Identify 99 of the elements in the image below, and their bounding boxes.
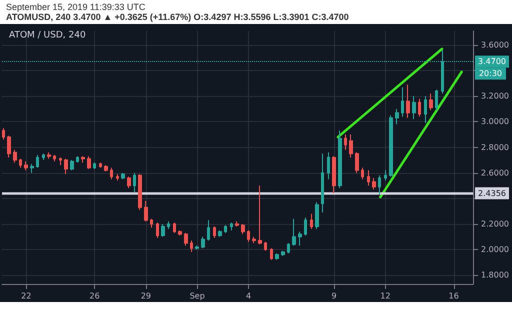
- x-tick-label: 9: [332, 292, 337, 300]
- candlestick: [367, 170, 370, 186]
- candlestick: [355, 152, 359, 174]
- candlestick: [59, 157, 62, 166]
- candlestick: [247, 230, 250, 242]
- candlestick: [298, 231, 302, 246]
- candlestick: [241, 223, 245, 235]
- x-tick-label: 4: [246, 292, 252, 300]
- candlestick: [412, 96, 416, 120]
- candlestick: [235, 220, 239, 227]
- candlestick: [161, 223, 165, 238]
- candlestick: [47, 152, 51, 160]
- candlestick: [76, 156, 79, 164]
- candlestick: [281, 250, 285, 256]
- candlestick: [201, 236, 205, 249]
- x-tick-label: 26: [90, 292, 100, 300]
- candlestick: [338, 130, 342, 189]
- candlestick: [207, 220, 210, 242]
- candlestick: [213, 226, 216, 238]
- candlestick: [406, 84, 410, 118]
- candlestick: [332, 156, 336, 194]
- candlestick: [230, 222, 233, 231]
- candlestick: [64, 158, 68, 175]
- candlestick: [133, 172, 136, 192]
- candlestick: [70, 160, 74, 171]
- x-tick-label: 16: [448, 292, 459, 300]
- candlestick: [42, 153, 45, 161]
- candlestick: [144, 200, 148, 222]
- y-tick-label: 2.2000: [481, 219, 510, 228]
- candlestick: [19, 158, 22, 168]
- candlestick: [150, 218, 153, 228]
- candlestick: [224, 224, 227, 234]
- y-tick-label: 2.0000: [481, 245, 510, 254]
- candlestick: [173, 222, 176, 234]
- candlestick: [195, 245, 199, 250]
- candlestick: [81, 156, 85, 164]
- candlestick: [287, 242, 290, 254]
- candlestick: [264, 241, 267, 252]
- candlestick: [252, 236, 256, 244]
- candlestick: [36, 154, 39, 168]
- candlestick: [138, 174, 142, 210]
- candlestick: [190, 240, 193, 253]
- x-tick-label: Sep: [190, 292, 205, 300]
- candlestick: [321, 153, 324, 213]
- candlestick: [167, 220, 170, 230]
- candlestick: [116, 174, 119, 181]
- candlestick: [395, 108, 399, 125]
- chart-subtitle: September 15, 2019 11:39:33 UTC: [6, 2, 146, 12]
- text: ATOMUSD, 240 3.4700 ▲ +0.3625 (+11.67%) O:3.4297 H:3.5596 L:3.3901 C:3.4700: [6, 12, 349, 22]
- candlestick: [258, 185, 262, 245]
- candlestick: [389, 114, 393, 178]
- candlestick: [270, 248, 273, 260]
- candlestick: [127, 176, 131, 189]
- candlestick: [435, 89, 438, 111]
- candlestick: [156, 222, 159, 238]
- text: 20:30: [478, 69, 502, 78]
- candlestick: [401, 86, 404, 118]
- candlestick: [275, 252, 279, 260]
- candlestick: [424, 96, 427, 124]
- candlestick: [30, 163, 34, 174]
- candlestick: [53, 154, 56, 162]
- candlestick: [429, 93, 433, 111]
- candlestick: [99, 162, 102, 168]
- candlestick: [372, 177, 376, 190]
- candlestick: [292, 218, 296, 246]
- y-tick-label: 2.6000: [481, 168, 510, 178]
- candlestick: [344, 134, 347, 150]
- candlestick: [24, 160, 28, 171]
- candlestick: [349, 134, 353, 158]
- candlestick: [7, 135, 11, 158]
- candlestick: [87, 156, 91, 170]
- candlestick: [110, 167, 113, 180]
- x-tick-label: 12: [380, 292, 390, 300]
- candlestick: [13, 149, 17, 164]
- candlestick: [384, 170, 387, 181]
- candlestick: [218, 230, 222, 238]
- y-tick-label: 3.2000: [481, 92, 510, 101]
- candlestick: [310, 213, 313, 230]
- candlestick: [418, 98, 421, 118]
- ref-line-label: 2.4356: [478, 188, 506, 198]
- y-tick-label: 1.8000: [481, 270, 510, 280]
- chart-title: ATOM / USD, 240: [9, 30, 86, 40]
- x-tick-label: 29: [140, 292, 152, 300]
- y-tick-label: 2.8000: [481, 142, 510, 152]
- candlestick: [184, 232, 188, 246]
- candlestick: [361, 167, 364, 180]
- candlestick: [2, 128, 5, 140]
- candlestick: [378, 174, 381, 196]
- candlestick: [327, 152, 330, 180]
- candlestick: [304, 217, 307, 236]
- candlestick: [93, 162, 96, 170]
- x-tick-label: 22: [21, 292, 32, 300]
- candlestick: [178, 230, 182, 236]
- y-tick-label: 3.6000: [481, 40, 510, 50]
- candlestick: [104, 164, 108, 172]
- candlestick: [315, 202, 319, 230]
- candlestick: [121, 172, 125, 180]
- y-tick-label: 3.0000: [481, 117, 510, 126]
- ref-line-label: 3.4700: [478, 57, 506, 66]
